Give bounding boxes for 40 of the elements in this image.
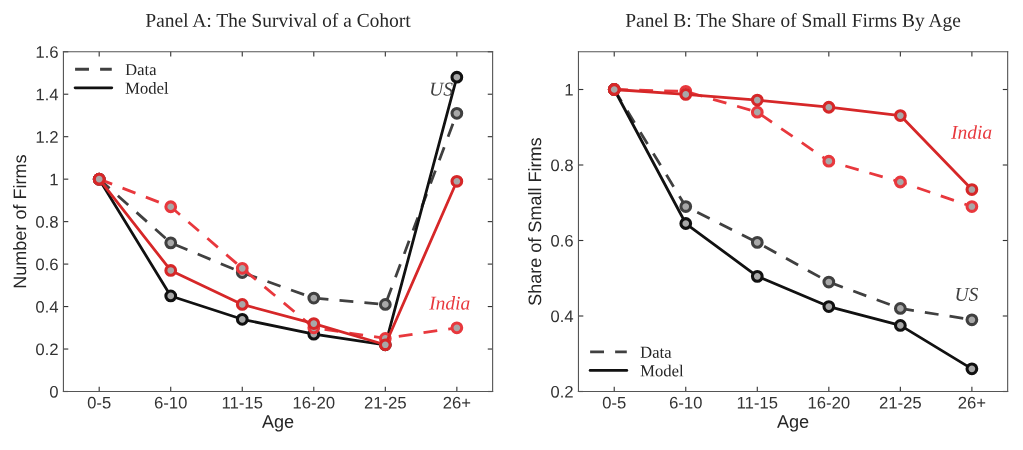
y-axis-title: Number of Firms xyxy=(13,155,27,288)
x-tick-label: 16-20 xyxy=(808,396,850,409)
x-tick-label: 0-5 xyxy=(87,396,111,409)
annotation: US xyxy=(956,287,979,301)
y-tick-label: 1.2 xyxy=(36,131,58,143)
y-tick-label: 0.8 xyxy=(36,216,58,228)
legend-label: Data xyxy=(125,64,157,76)
y-tick-label: 0.6 xyxy=(36,258,58,271)
x-axis-title: Age xyxy=(777,415,809,432)
y-tick-label: 1 xyxy=(565,84,573,96)
y-tick-label: 1 xyxy=(50,173,58,186)
legend-label: Model xyxy=(640,364,684,377)
y-tick-label: 1.6 xyxy=(36,46,58,58)
x-tick-label: 26+ xyxy=(958,396,986,409)
legend-label: Model xyxy=(125,82,169,94)
legend-label: Data xyxy=(640,346,672,358)
y-tick-label: 0.6 xyxy=(551,234,573,247)
x-axis-title: Age xyxy=(262,415,294,432)
annotation: India xyxy=(429,296,470,310)
x-tick-label: 16-20 xyxy=(293,396,335,409)
x-tick-label: 11-15 xyxy=(222,396,263,409)
y-tick-label: 0.2 xyxy=(551,385,573,398)
x-tick-label: 6-10 xyxy=(154,396,187,409)
x-tick-label: 6-10 xyxy=(669,396,702,409)
annotation: US xyxy=(431,82,453,96)
x-tick-label: 26+ xyxy=(443,396,471,409)
y-tick-label: 1.4 xyxy=(36,88,59,101)
y-tick-label: 0.4 xyxy=(551,310,574,323)
annotation: India xyxy=(951,125,992,139)
x-tick-label: 0-5 xyxy=(602,396,626,409)
y-axis-title: Share of Small Firms xyxy=(528,137,542,306)
y-tick-label: 0.2 xyxy=(36,343,58,356)
x-tick-label: 21-25 xyxy=(364,396,406,409)
x-tick-label: 21-25 xyxy=(879,396,921,409)
chart-title: Panel B: The Share of Small Firms By Age xyxy=(625,13,961,31)
x-tick-label: 11-15 xyxy=(737,396,778,409)
y-tick-label: 0.4 xyxy=(36,300,59,313)
y-tick-label: 0 xyxy=(49,385,58,398)
chart-title: Panel A: The Survival of a Cohort xyxy=(145,13,411,28)
y-tick-label: 0.8 xyxy=(551,159,573,172)
